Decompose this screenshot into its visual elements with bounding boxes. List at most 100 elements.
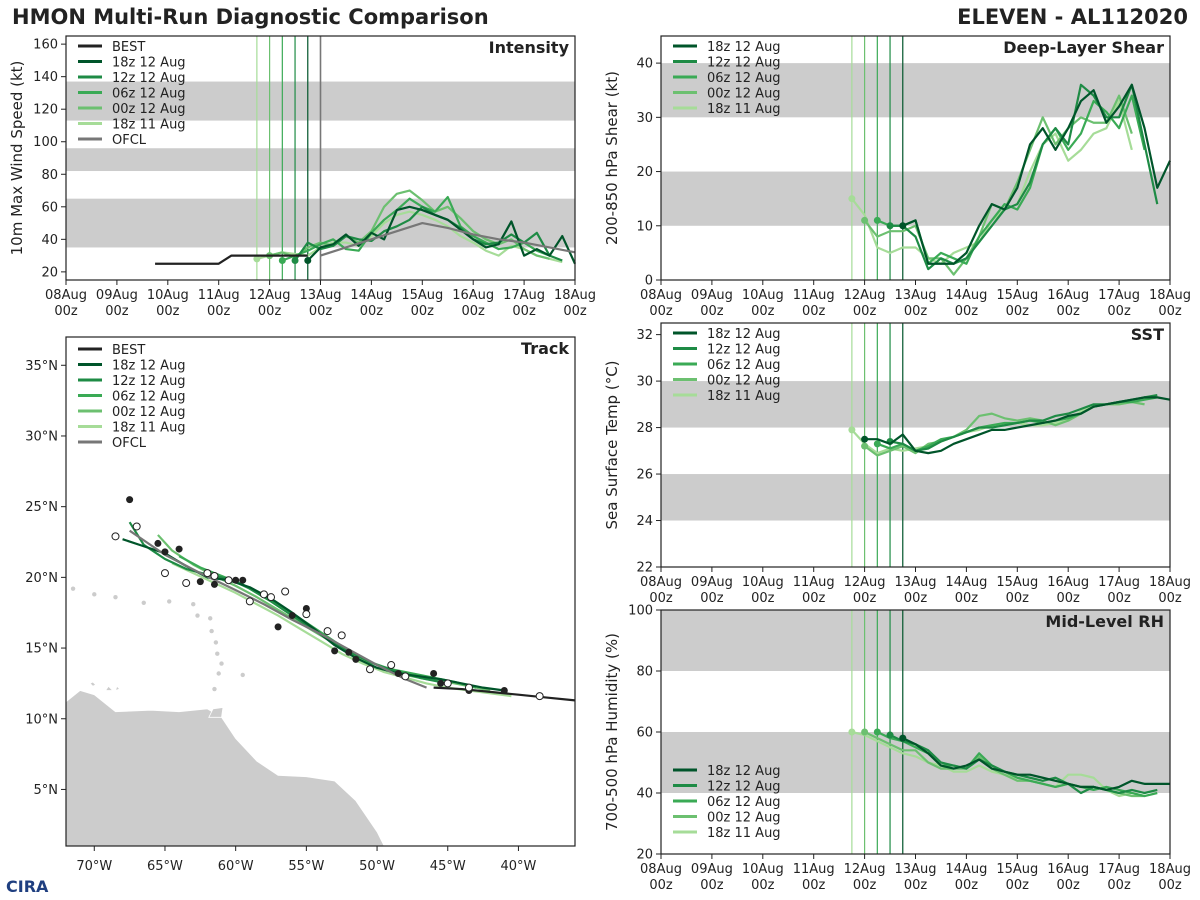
track-panel: 70°W 65°W 60°W 55°W 50°W 45°W 40°W 5°N 10°N 15°N 2… bbox=[25, 336, 576, 874]
x-tick-label-hour: 00z bbox=[802, 304, 826, 319]
island bbox=[209, 628, 214, 634]
y-tick-label: 20 bbox=[41, 265, 58, 280]
x-tick-label-hour: 00z bbox=[955, 878, 979, 893]
x-tick-label-hour: 00z bbox=[360, 304, 384, 319]
track-point-filled bbox=[437, 679, 445, 687]
track-point-open bbox=[111, 532, 120, 541]
x-tick-label-hour: 00z bbox=[1057, 304, 1081, 319]
x-tick-label-date: 18Aug bbox=[1149, 288, 1191, 303]
x-tick-label-date: 12Aug bbox=[844, 288, 886, 303]
y-tick-label: 100 bbox=[33, 135, 58, 150]
init-marker bbox=[253, 255, 261, 263]
x-tick-label-hour: 00z bbox=[1006, 304, 1030, 319]
y-tick-label: 40 bbox=[41, 233, 58, 248]
island bbox=[219, 661, 224, 666]
y-axis-label: Sea Surface Temp (°C) bbox=[603, 360, 621, 529]
y-tick-label: 100 bbox=[628, 604, 653, 619]
init-marker bbox=[873, 728, 881, 736]
track-point-open bbox=[210, 571, 219, 580]
island bbox=[208, 616, 213, 621]
x-tick-label-hour: 00z bbox=[207, 304, 231, 319]
x-tick-label-date: 12Aug bbox=[844, 862, 886, 877]
y-tick-label: 80 bbox=[41, 168, 58, 183]
lat-tick-label: 30°N bbox=[25, 429, 58, 444]
y-tick-label: 28 bbox=[636, 421, 653, 436]
land-mass bbox=[114, 685, 121, 692]
x-tick-label-date: 09Aug bbox=[96, 288, 138, 303]
init-marker bbox=[861, 728, 869, 736]
x-tick-label-hour: 00z bbox=[700, 304, 724, 319]
y-tick-label: 32 bbox=[636, 328, 653, 343]
track-point-open bbox=[302, 610, 311, 619]
x-tick-label-date: 15Aug bbox=[401, 288, 443, 303]
x-tick-label-date: 11Aug bbox=[793, 575, 835, 590]
x-tick-label-date: 11Aug bbox=[793, 862, 835, 877]
x-tick-label-date: 14Aug bbox=[350, 288, 392, 303]
y-tick-label: 0 bbox=[645, 274, 653, 289]
track-point-filled bbox=[239, 576, 247, 584]
track-point-open bbox=[281, 587, 290, 596]
panel-title: Intensity bbox=[489, 38, 570, 57]
init-marker bbox=[848, 728, 856, 736]
x-tick-label-hour: 00z bbox=[802, 878, 826, 893]
x-tick-label-hour: 00z bbox=[105, 304, 129, 319]
x-tick-label-hour: 00z bbox=[563, 304, 587, 319]
shaded-band bbox=[661, 381, 1170, 428]
x-tick-label-date: 08Aug bbox=[45, 288, 87, 303]
x-tick-label-date: 18Aug bbox=[1149, 862, 1191, 877]
legend-label: 12z 12 Aug bbox=[112, 374, 186, 389]
legend-label: 18z 11 Aug bbox=[707, 826, 781, 841]
legend-label: 06z 12 Aug bbox=[112, 87, 186, 102]
track-point-filled bbox=[232, 576, 240, 584]
x-tick-label-date: 13Aug bbox=[895, 575, 937, 590]
legend-label: 12z 12 Aug bbox=[707, 56, 781, 71]
lat-tick-label: 20°N bbox=[25, 571, 58, 586]
track-point-filled bbox=[210, 580, 218, 588]
legend-label: 00z 12 Aug bbox=[707, 811, 781, 826]
cira-logo: CIRA bbox=[6, 877, 48, 896]
panel-title: Mid-Level RH bbox=[1045, 612, 1164, 631]
x-tick-label-date: 18Aug bbox=[554, 288, 596, 303]
x-tick-label-date: 09Aug bbox=[691, 288, 733, 303]
x-tick-label-date: 12Aug bbox=[249, 288, 291, 303]
series-line bbox=[155, 254, 308, 265]
lon-tick-label: 45°W bbox=[430, 859, 466, 874]
x-tick-label-date: 17Aug bbox=[1098, 288, 1140, 303]
island bbox=[213, 640, 219, 645]
x-tick-label-hour: 00z bbox=[751, 878, 775, 893]
shaded-band bbox=[661, 732, 1170, 793]
track-point-open bbox=[245, 597, 254, 606]
x-tick-label-hour: 00z bbox=[1006, 878, 1030, 893]
legend-label: OFCL bbox=[112, 436, 147, 451]
island bbox=[191, 602, 196, 607]
legend-label: 06z 12 Aug bbox=[707, 795, 781, 810]
x-tick-label-hour: 00z bbox=[462, 304, 486, 319]
y-tick-label: 20 bbox=[636, 165, 653, 180]
y-tick-label: 26 bbox=[636, 468, 653, 483]
x-tick-label-date: 13Aug bbox=[895, 862, 937, 877]
track-point-open bbox=[535, 692, 544, 701]
x-tick-label-date: 17Aug bbox=[1098, 862, 1140, 877]
x-tick-label-hour: 00z bbox=[904, 304, 928, 319]
legend-label: 12z 12 Aug bbox=[707, 343, 781, 358]
x-tick-label-hour: 00z bbox=[1158, 878, 1182, 893]
legend-label: 18z 11 Aug bbox=[707, 389, 781, 404]
legend-label: 00z 12 Aug bbox=[707, 87, 781, 102]
island bbox=[92, 592, 97, 597]
sst-panel: 22242628303208Aug00z09Aug00z10Aug00z11Au… bbox=[603, 322, 1191, 606]
panel-title: Deep-Layer Shear bbox=[1003, 38, 1164, 57]
series-line bbox=[306, 205, 576, 265]
legend-label: BEST bbox=[112, 40, 145, 55]
legend-label: BEST bbox=[112, 343, 145, 358]
y-tick-label: 80 bbox=[636, 665, 653, 680]
x-tick-label-hour: 00z bbox=[853, 304, 877, 319]
series-line bbox=[281, 195, 550, 262]
island bbox=[141, 600, 146, 606]
init-marker bbox=[861, 435, 869, 443]
x-tick-label-date: 13Aug bbox=[300, 288, 342, 303]
track-point-filled bbox=[500, 686, 508, 694]
track-point-open bbox=[160, 569, 169, 578]
x-tick-label-hour: 00z bbox=[1057, 878, 1081, 893]
x-tick-label-date: 09Aug bbox=[691, 575, 733, 590]
track-line bbox=[129, 529, 427, 689]
